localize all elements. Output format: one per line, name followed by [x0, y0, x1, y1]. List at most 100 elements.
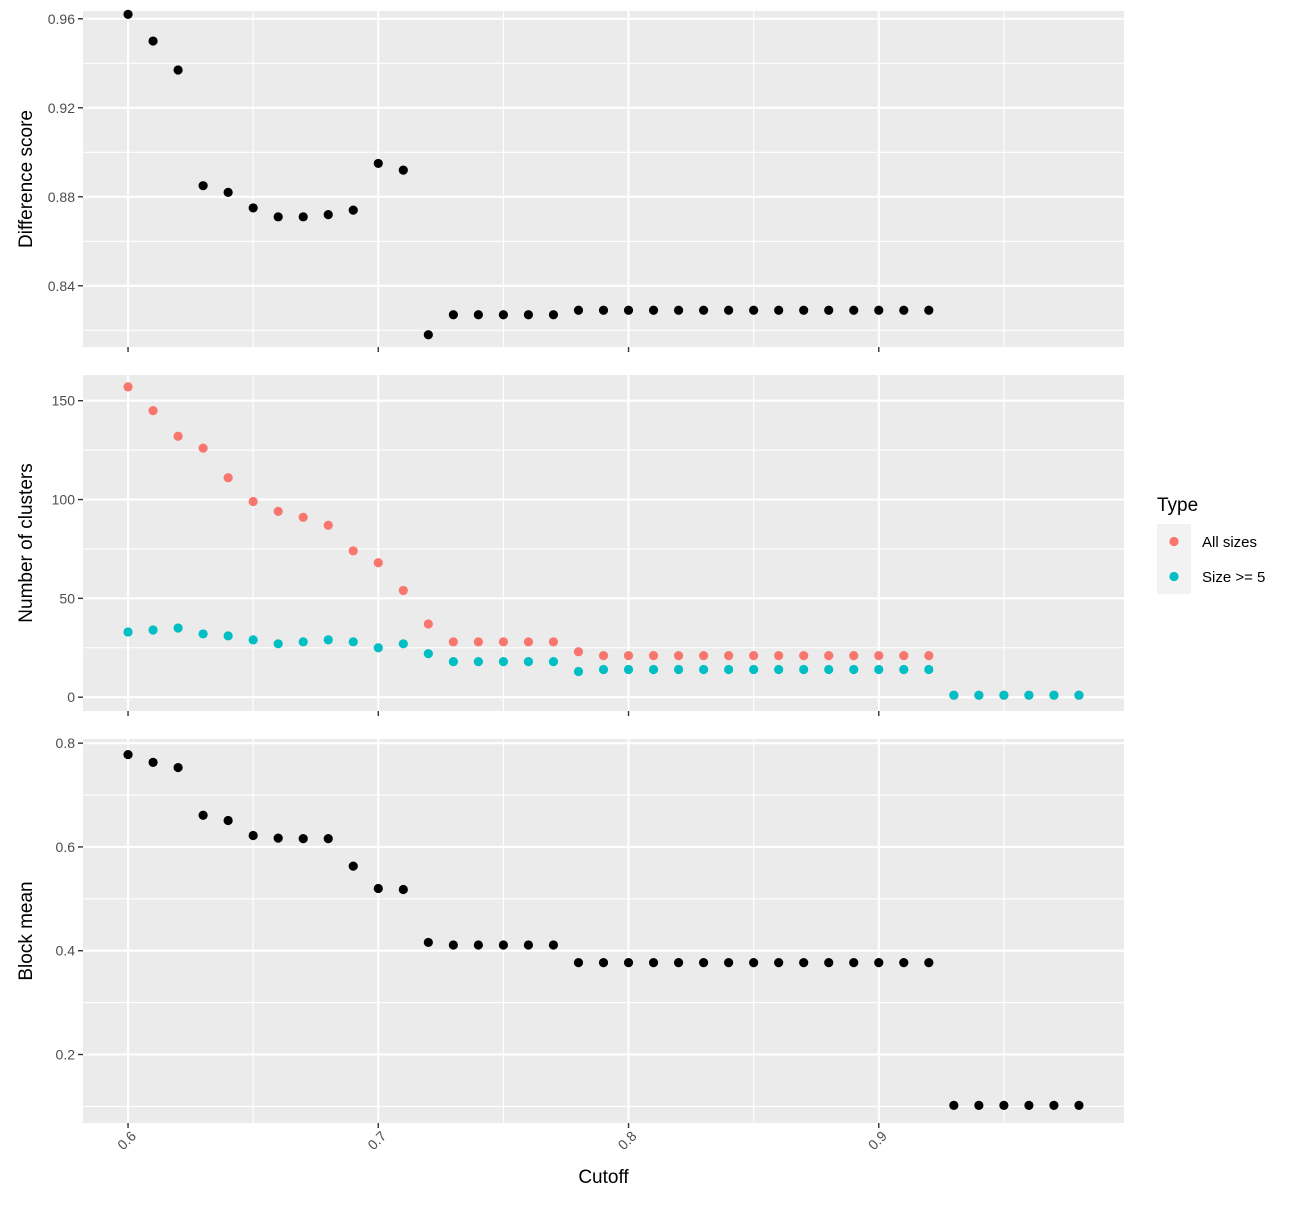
data-point	[473, 656, 483, 667]
data-point	[899, 305, 909, 315]
data-point	[924, 305, 934, 315]
data-point	[448, 310, 458, 320]
data-point	[698, 305, 709, 315]
y-tick-label: 0.96	[48, 11, 75, 27]
data-point	[148, 405, 158, 416]
data-point	[623, 958, 634, 968]
y-tick-label: 0.2	[56, 1047, 76, 1063]
data-point	[298, 212, 308, 222]
data-point	[824, 651, 834, 661]
data-point	[774, 305, 784, 315]
data-point	[423, 619, 433, 629]
data-point	[523, 656, 534, 667]
data-point	[598, 305, 609, 315]
data-point	[398, 585, 408, 596]
data-point	[749, 305, 759, 315]
legend-symbol	[1169, 536, 1179, 547]
data-point	[198, 810, 208, 820]
legend-label: Size >= 5	[1202, 569, 1265, 586]
y-tick-label: 0.88	[48, 189, 75, 205]
data-point	[423, 937, 433, 948]
data-point	[824, 664, 834, 675]
data-point	[523, 310, 534, 320]
data-point	[849, 664, 859, 675]
y-tick-label: 0.84	[48, 278, 75, 294]
data-point	[1049, 1100, 1059, 1110]
data-point	[498, 656, 509, 667]
data-point	[173, 762, 183, 773]
data-point	[724, 664, 734, 675]
data-point	[423, 649, 433, 659]
data-point	[673, 958, 684, 968]
y-tick-label: 0.6	[56, 839, 76, 855]
data-point	[573, 958, 584, 968]
x-tick-label: 0.9	[865, 1128, 890, 1153]
data-point	[298, 834, 308, 844]
data-point	[198, 443, 208, 453]
data-point	[173, 623, 183, 633]
data-point	[398, 165, 408, 175]
y-tick-label: 150	[52, 393, 76, 409]
data-point	[899, 958, 909, 968]
data-point	[874, 664, 884, 675]
data-point	[899, 651, 909, 661]
data-point	[924, 958, 934, 968]
data-point	[824, 305, 834, 315]
data-point	[799, 664, 809, 675]
data-point	[724, 651, 734, 661]
data-point	[173, 65, 183, 75]
data-point	[423, 330, 433, 340]
data-point	[248, 203, 258, 213]
data-point	[874, 305, 884, 315]
data-point	[573, 666, 584, 677]
data-point	[498, 637, 509, 647]
data-point	[799, 305, 809, 315]
data-point	[648, 958, 659, 968]
panel-background	[83, 375, 1124, 711]
y-axis-title: Block mean	[16, 881, 37, 980]
data-point	[799, 958, 809, 968]
data-point	[473, 310, 483, 320]
data-point	[273, 212, 283, 222]
data-point	[148, 757, 158, 767]
y-tick-label: 0.8	[56, 735, 76, 751]
data-point	[373, 158, 383, 169]
data-point	[223, 187, 233, 197]
data-point	[774, 958, 784, 968]
legend-symbol	[1169, 571, 1179, 582]
data-point	[548, 637, 559, 647]
data-point	[974, 690, 984, 700]
data-point	[298, 637, 308, 647]
data-point	[1024, 1100, 1034, 1110]
data-point	[598, 958, 609, 968]
data-point	[323, 210, 333, 220]
data-point	[123, 627, 133, 637]
data-point	[523, 637, 534, 647]
data-point	[899, 664, 909, 675]
data-point	[223, 815, 233, 826]
data-point	[348, 637, 358, 647]
data-point	[323, 635, 333, 645]
data-point	[398, 884, 408, 895]
y-tick-label: 0	[67, 689, 75, 705]
data-point	[448, 637, 458, 647]
data-point	[323, 834, 333, 844]
data-point	[498, 310, 509, 320]
data-point	[774, 664, 784, 675]
data-point	[548, 940, 559, 950]
data-point	[673, 651, 684, 661]
data-point	[523, 940, 534, 950]
data-point	[749, 651, 759, 661]
data-point	[598, 664, 609, 675]
x-tick-label: 0.7	[364, 1128, 389, 1153]
data-point	[648, 664, 659, 675]
data-point	[273, 506, 283, 516]
data-point	[373, 558, 383, 568]
data-point	[924, 664, 934, 675]
data-point	[198, 181, 208, 191]
x-axis-title: Cutoff	[578, 1167, 629, 1188]
data-point	[148, 36, 158, 46]
data-point	[398, 639, 408, 649]
